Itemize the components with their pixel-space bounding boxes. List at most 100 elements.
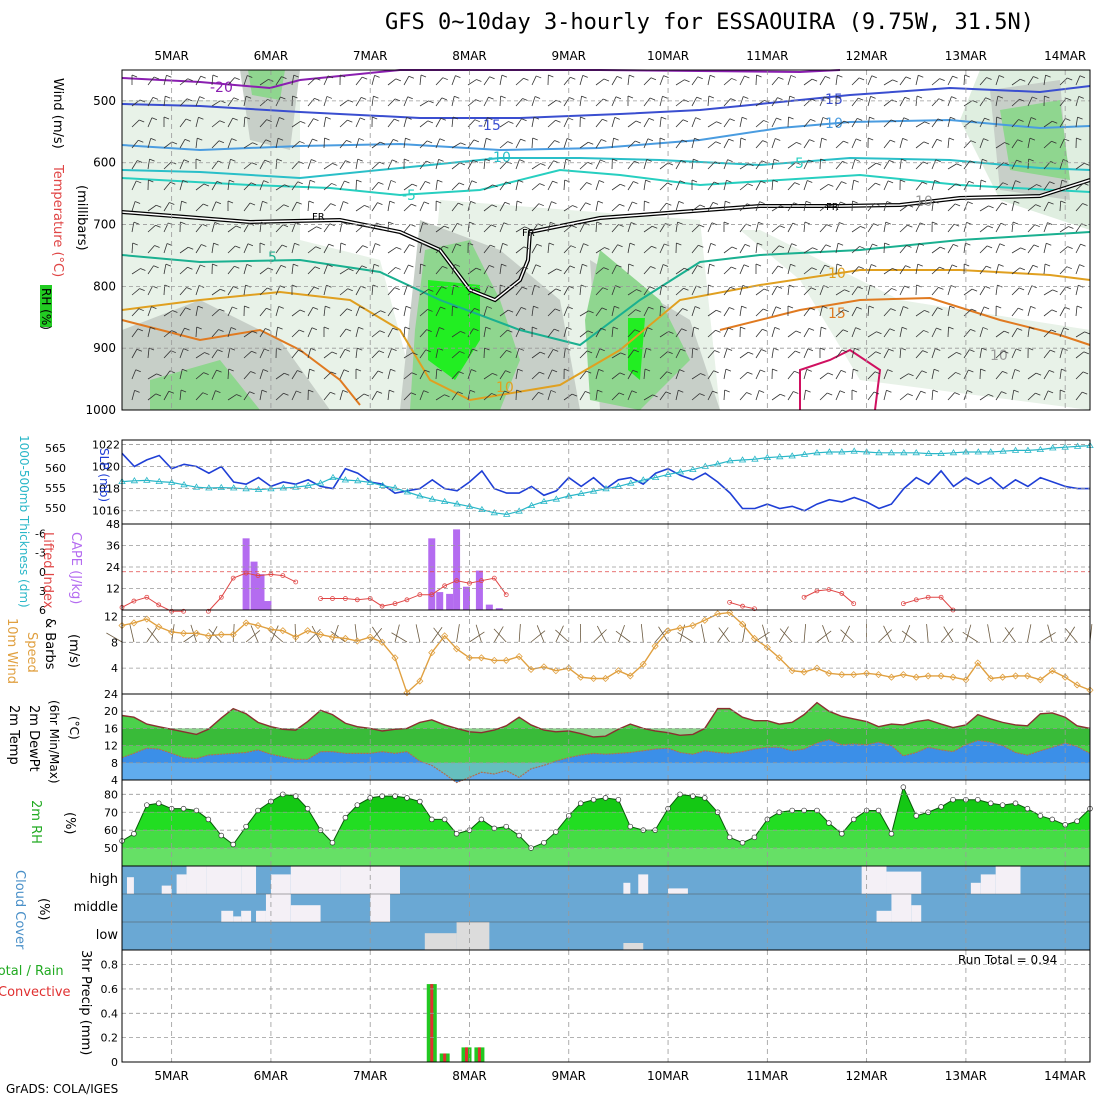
wind-barb bbox=[147, 245, 155, 254]
wind-barb-flag bbox=[748, 163, 754, 167]
contour-label: FR bbox=[312, 212, 325, 223]
wind-barb bbox=[1027, 138, 1031, 149]
date-label-bottom: 6MAR bbox=[254, 1069, 289, 1083]
wind-barb-flag bbox=[1052, 289, 1058, 293]
wind-barb-flag bbox=[886, 389, 892, 393]
slp-frame bbox=[121, 439, 1091, 525]
wind-barb-flag bbox=[548, 74, 554, 78]
wind-barb bbox=[259, 369, 264, 380]
wind-barb-flag bbox=[520, 138, 526, 142]
wind-barb-flag bbox=[1076, 305, 1083, 309]
wind-barb-flag bbox=[297, 370, 303, 373]
wind-barb bbox=[979, 327, 984, 338]
wind-barb bbox=[867, 182, 876, 191]
wind-barb bbox=[739, 75, 745, 86]
wind-barb bbox=[387, 307, 395, 317]
wind10-barb bbox=[369, 627, 383, 643]
wind-barb bbox=[547, 120, 556, 128]
wind-barb bbox=[771, 138, 776, 149]
wind-barb-flag bbox=[280, 96, 286, 100]
wind-barb-flag bbox=[1079, 264, 1085, 267]
wind-barb-flag bbox=[532, 137, 538, 141]
wind-barb-flag bbox=[244, 305, 250, 309]
wind-barb-flag bbox=[601, 139, 607, 142]
wind-barb-flag bbox=[388, 221, 394, 225]
wind-barb-flag bbox=[1068, 226, 1074, 229]
wind-barb-flag bbox=[468, 242, 474, 246]
wind-barb bbox=[1059, 246, 1068, 254]
wind-barb-flag bbox=[821, 326, 827, 330]
wind-barb bbox=[899, 97, 906, 107]
wind-barb bbox=[627, 263, 630, 275]
wind-barb bbox=[899, 245, 907, 254]
wind-barb-flag bbox=[504, 201, 510, 205]
wind-barb bbox=[243, 264, 248, 275]
wind-barb bbox=[179, 287, 187, 296]
wind10-marker bbox=[416, 677, 424, 685]
wind-barb bbox=[515, 159, 520, 170]
wind-barb bbox=[1011, 328, 1018, 338]
wind-barb bbox=[995, 350, 1004, 359]
wind10-marker bbox=[1023, 672, 1032, 680]
wind-barb-flag bbox=[935, 348, 941, 351]
wind10-marker bbox=[304, 627, 312, 635]
wind-barb bbox=[307, 118, 314, 128]
rh2m-ytick-label: 80 bbox=[104, 788, 118, 801]
wind-barb bbox=[291, 309, 301, 317]
date-label-top: 13MAR bbox=[945, 49, 987, 63]
wind-barb bbox=[1027, 306, 1031, 317]
wind-barb-flag bbox=[1033, 76, 1039, 79]
wind-barb-flag bbox=[183, 348, 189, 351]
li-ytick-label: -3 bbox=[35, 547, 46, 560]
rh-band bbox=[122, 830, 1090, 849]
wind-barb bbox=[467, 328, 474, 338]
wind-barb-flag bbox=[1001, 202, 1008, 206]
wind-barb-flag bbox=[1080, 243, 1086, 247]
wind-barb bbox=[579, 330, 589, 338]
wind-barb-flag bbox=[986, 77, 992, 80]
wind-barb bbox=[803, 307, 811, 317]
wind-barb bbox=[499, 121, 509, 128]
wind-barb bbox=[563, 179, 566, 191]
wind-barb-flag bbox=[789, 95, 795, 99]
wind-barb-flag bbox=[665, 391, 672, 395]
wind-barb bbox=[339, 328, 347, 338]
wind10-barb bbox=[822, 625, 830, 643]
wind-barb bbox=[1027, 327, 1030, 338]
wind-barb-flag bbox=[139, 288, 145, 291]
wind-barb bbox=[131, 242, 134, 254]
wind-barb-flag bbox=[761, 349, 767, 352]
wind-barb-flag bbox=[938, 98, 944, 102]
wind-barb-flag bbox=[917, 263, 923, 267]
rh-marker bbox=[739, 839, 746, 846]
wind-barb-flag bbox=[439, 138, 445, 142]
wind-barb-flag bbox=[741, 116, 748, 120]
wind-barb-flag bbox=[936, 327, 942, 331]
wind10-barb bbox=[1004, 627, 1016, 643]
wind-barb bbox=[611, 183, 621, 191]
wind-barb-flag bbox=[748, 351, 754, 355]
wind10-barb bbox=[596, 625, 606, 643]
wind-barb bbox=[595, 267, 604, 275]
upper-ylabel-wind: Wind (m/s) bbox=[50, 78, 65, 149]
wind-barb bbox=[931, 369, 935, 380]
wind10-marker bbox=[540, 663, 548, 671]
precip-ylabel-total: Total / Rain bbox=[0, 964, 64, 979]
wind-barb bbox=[307, 201, 310, 212]
wind-barb bbox=[691, 393, 700, 401]
wind-barb bbox=[483, 159, 486, 170]
wind10-marker bbox=[292, 633, 300, 641]
date-label-bottom: 14MAR bbox=[1044, 1069, 1086, 1083]
wind-barb bbox=[1011, 222, 1014, 233]
wind-barb-flag bbox=[155, 224, 161, 228]
wind-barb-flag bbox=[298, 349, 304, 353]
wind-barb-flag bbox=[171, 141, 178, 145]
wind-barb bbox=[147, 285, 153, 296]
wind-barb-flag bbox=[283, 392, 289, 396]
wind-barb-flag bbox=[404, 158, 410, 162]
wind-barb-flag bbox=[199, 96, 205, 100]
wind10-barb bbox=[147, 627, 160, 643]
wind-barb bbox=[643, 97, 651, 107]
wind10-barb bbox=[940, 628, 954, 643]
wind-barb-flag bbox=[936, 138, 942, 142]
